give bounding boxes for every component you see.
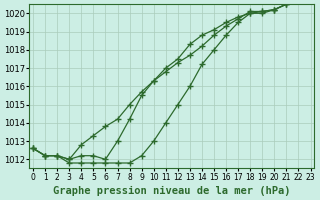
- X-axis label: Graphe pression niveau de la mer (hPa): Graphe pression niveau de la mer (hPa): [53, 186, 291, 196]
